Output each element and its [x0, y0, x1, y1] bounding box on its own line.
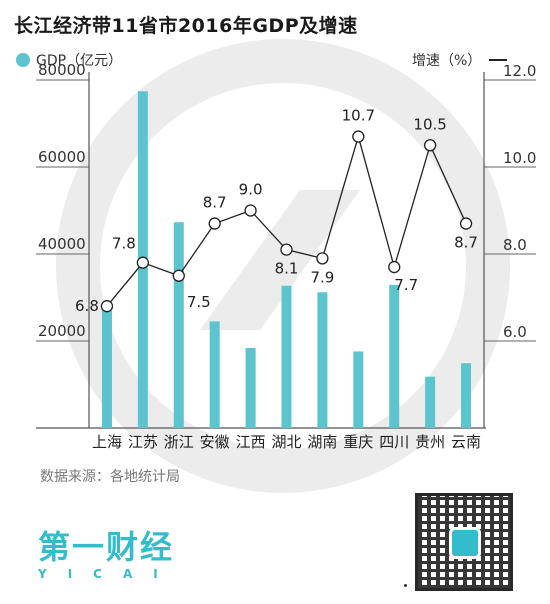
- growth-point-10: [459, 217, 473, 230]
- growth-label-0: 6.8: [75, 297, 99, 315]
- bar-8: [389, 284, 400, 428]
- category-label-6: 湖南: [307, 433, 337, 451]
- growth-label-4: 9.0: [239, 181, 263, 199]
- bar-0: [101, 305, 112, 428]
- growth-point-8: [388, 260, 401, 274]
- growth-label-9: 10.5: [413, 115, 446, 133]
- legend-line-icon: [489, 59, 508, 61]
- watermark-ring: [56, 39, 510, 493]
- category-label-8: 四川: [379, 433, 409, 451]
- growth-point-3: [208, 217, 221, 230]
- growth-label-1: 7.8: [112, 235, 136, 253]
- category-label-5: 湖北: [271, 433, 301, 451]
- logo-subtext: YICAI: [38, 567, 179, 581]
- bar-10: [461, 363, 472, 428]
- bar-6: [317, 292, 328, 428]
- qr-center-logo-icon: [449, 527, 481, 559]
- growth-point-7: [352, 130, 365, 143]
- right-tick-label-2: 10.0: [503, 149, 536, 167]
- right-tick-label-0: 6.0: [503, 323, 527, 341]
- growth-label-2: 7.5: [187, 293, 211, 311]
- legend-circle-icon: [16, 53, 30, 67]
- category-label-10: 云南: [451, 433, 481, 451]
- legend-growth: 增速（%）: [412, 50, 508, 70]
- bar-9: [425, 376, 436, 428]
- category-label-1: 江苏: [128, 433, 158, 451]
- right-tick-label-3: 12.0: [503, 62, 536, 80]
- growth-label-5: 8.1: [275, 260, 299, 278]
- bar-2: [173, 222, 184, 428]
- left-tick-label-3: 80000: [38, 61, 86, 79]
- watermark-slash: [200, 190, 360, 330]
- growth-point-4: [244, 204, 257, 217]
- growth-label-8: 7.7: [394, 276, 418, 294]
- category-label-4: 江西: [236, 433, 266, 451]
- growth-label-3: 8.7: [203, 194, 227, 212]
- left-tick-label-1: 40000: [38, 235, 86, 253]
- bar-5: [281, 285, 292, 428]
- data-source: 数据来源：各地统计局: [40, 469, 180, 485]
- logo-text: 第一财经: [38, 528, 175, 566]
- category-label-0: 上海: [92, 433, 122, 451]
- left-tick-label-2: 60000: [38, 148, 86, 166]
- legend-growth-label: 增速（%）: [412, 53, 482, 69]
- growth-label-7: 10.7: [342, 107, 375, 125]
- growth-point-2: [172, 269, 185, 282]
- right-tick-label-1: 8.0: [503, 236, 527, 254]
- growth-point-1: [136, 256, 150, 269]
- category-label-2: 浙江: [164, 433, 194, 451]
- growth-point-0: [100, 300, 114, 313]
- growth-point-6: [316, 252, 329, 265]
- category-label-3: 安徽: [200, 433, 230, 451]
- decorative-dot: [404, 584, 407, 587]
- category-label-7: 重庆: [343, 433, 373, 451]
- growth-label-6: 7.9: [310, 268, 334, 286]
- legend-gdp-label: GDP（亿元）: [36, 53, 123, 69]
- category-label-9: 贵州: [415, 433, 445, 451]
- chart-title: 长江经济带11省市2016年GDP及增速: [14, 15, 358, 37]
- bar-4: [245, 347, 256, 428]
- yicai-logo: 第一财经 YICAI: [38, 529, 184, 589]
- bar-7: [353, 351, 364, 428]
- bar-3: [209, 321, 220, 428]
- left-tick-label-0: 20000: [38, 322, 86, 340]
- growth-label-10: 8.7: [454, 234, 478, 252]
- growth-point-9: [423, 139, 437, 152]
- legend-gdp: GDP（亿元）: [16, 50, 122, 70]
- growth-point-5: [280, 243, 293, 256]
